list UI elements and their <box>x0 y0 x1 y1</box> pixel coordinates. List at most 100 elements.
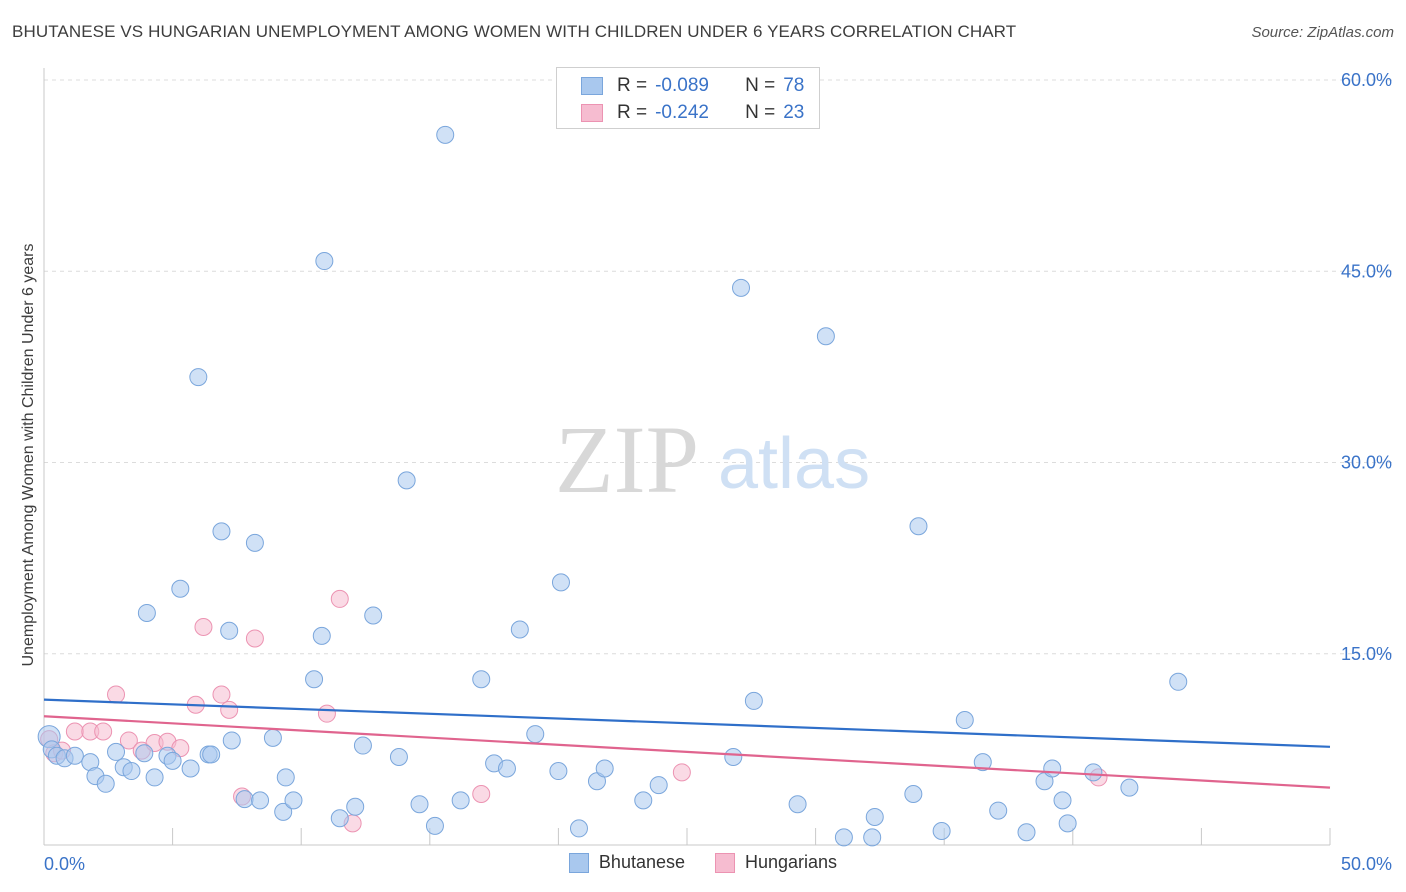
legend-item-hungarians[interactable]: Hungarians <box>715 852 837 873</box>
bhutanese-point <box>1169 672 1188 691</box>
bhutanese-point <box>904 785 923 803</box>
legend-item-bhutanese[interactable]: Bhutanese <box>568 852 685 873</box>
bhutanese-point <box>595 759 614 778</box>
n-value: 78 <box>783 75 805 96</box>
bhutanese-point <box>744 691 763 710</box>
bhutanese-point <box>353 736 372 755</box>
bhutanese-point <box>451 791 470 810</box>
legend-row-hungarians: R = -0.242 N = 23 <box>581 101 804 125</box>
bhutanese-point <box>551 573 570 592</box>
hungarians-point <box>65 722 84 741</box>
bhutanese-point <box>346 797 365 816</box>
hungarians-point <box>212 685 231 704</box>
hungarians-swatch <box>581 104 603 122</box>
r-value: -0.089 <box>655 75 709 96</box>
bhutanese-point <box>816 327 835 346</box>
bhutanese-point <box>955 711 974 730</box>
bhutanese-point <box>732 278 751 297</box>
bhutanese-point <box>65 746 84 765</box>
bhutanese-point <box>397 471 416 490</box>
hungarians-point <box>119 731 138 750</box>
hungarians-point <box>94 722 113 741</box>
y-tick-label: 15.0% <box>1341 644 1392 664</box>
bhutanese-points <box>37 125 1188 847</box>
watermark-atlas: atlas <box>718 424 870 504</box>
trend-lines <box>43 698 1331 789</box>
bhutanese-point <box>724 748 743 767</box>
correlation-legend: R = -0.089 N = 78 R = -0.242 N = 23 <box>556 67 820 129</box>
bhutanese-point <box>1017 823 1036 842</box>
bhutanese-point <box>163 751 182 770</box>
watermark-zip: ZIP <box>555 406 699 513</box>
bhutanese-point <box>932 821 951 840</box>
bhutanese-point <box>425 816 444 835</box>
bhutanese-point <box>436 125 455 144</box>
bhutanese-point <box>135 744 154 763</box>
bhutanese-point <box>1043 759 1062 778</box>
bhutanese-point <box>235 790 254 809</box>
watermark: ZIP atlas <box>555 406 870 513</box>
bhutanese-point <box>312 626 331 645</box>
n-value: 23 <box>783 102 805 123</box>
r-label: R = <box>617 75 648 96</box>
y-tick-label: 45.0% <box>1341 261 1392 281</box>
series-legend: Bhutanese Hungarians <box>0 852 1406 873</box>
bhutanese-point <box>649 776 668 795</box>
r-value: -0.242 <box>655 102 709 123</box>
bhutanese-swatch <box>581 77 603 95</box>
bhutanese-point <box>364 606 383 625</box>
bhutanese-point <box>137 603 156 622</box>
bhutanese-point <box>212 522 231 541</box>
bhutanese-point <box>222 731 241 750</box>
n-label: N = <box>745 102 776 123</box>
r-label: R = <box>617 102 648 123</box>
bhutanese-point <box>122 762 141 781</box>
bhutanese-point <box>1120 778 1139 797</box>
bhutanese-point <box>96 774 115 793</box>
bhutanese-point <box>202 745 221 764</box>
bhutanese-point <box>1053 791 1072 810</box>
bhutanese-point <box>1084 763 1103 782</box>
bhutanese-point <box>634 791 653 810</box>
hungarians-swatch <box>715 852 735 873</box>
source-label: Source: ZipAtlas.com <box>1251 24 1394 41</box>
bhutanese-point <box>330 809 349 828</box>
bhutanese-trend-line <box>43 698 1331 748</box>
bhutanese-point <box>145 768 164 787</box>
tick-labels: 15.0% 30.0% 45.0% 60.0% 0.0% 50.0% <box>44 70 1392 874</box>
bhutanese-point <box>497 759 516 778</box>
bhutanese-point <box>788 795 807 814</box>
bhutanese-point <box>973 753 992 772</box>
bhutanese-point <box>526 725 545 744</box>
bhutanese-point <box>989 801 1008 820</box>
bhutanese-point <box>549 762 568 781</box>
hungarians-points <box>40 589 1108 833</box>
bhutanese-point <box>171 579 190 598</box>
bhutanese-point <box>189 368 208 387</box>
bhutanese-point <box>472 670 491 689</box>
hungarians-point <box>194 617 213 636</box>
bhutanese-point <box>276 768 295 787</box>
x-tick-label: 50.0% <box>1341 854 1392 874</box>
bhutanese-point <box>909 517 928 536</box>
bhutanese-point <box>410 795 429 814</box>
y-tick-label: 30.0% <box>1341 453 1392 473</box>
bhutanese-swatch <box>568 852 589 873</box>
hungarians-point <box>330 589 349 608</box>
bhutanese-point <box>863 828 882 847</box>
bhutanese-point <box>181 759 200 778</box>
legend-label-bhutanese: Bhutanese <box>598 852 685 872</box>
x-tick-label: 0.0% <box>44 854 85 874</box>
bhutanese-point <box>274 802 293 821</box>
hungarians-point <box>245 629 264 648</box>
bhutanese-point <box>510 620 529 639</box>
n-label: N = <box>745 75 776 96</box>
bhutanese-point <box>251 791 270 810</box>
hungarians-point <box>107 685 126 704</box>
bhutanese-point <box>865 807 884 826</box>
hungarians-trend-line <box>43 715 1331 789</box>
bhutanese-point <box>284 791 303 810</box>
bhutanese-point <box>245 533 264 552</box>
hungarians-point <box>672 763 691 782</box>
